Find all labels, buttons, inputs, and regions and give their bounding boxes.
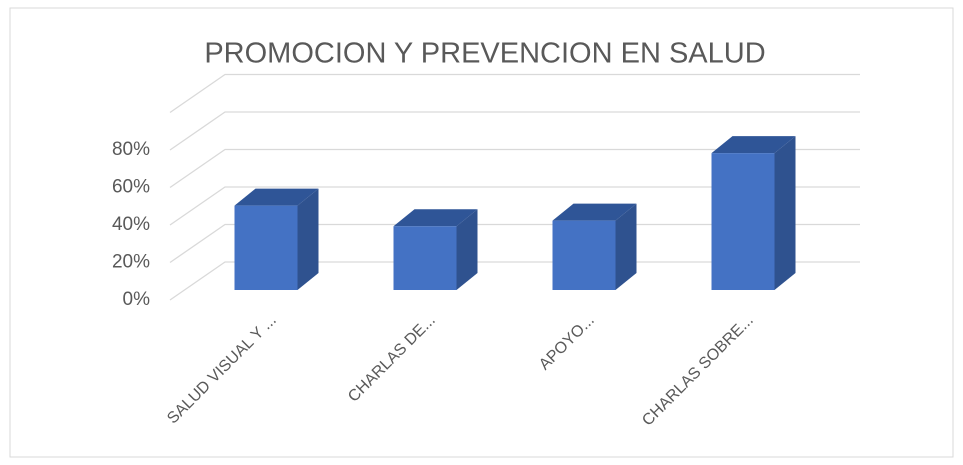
- y-tick-label: 60%: [112, 177, 150, 198]
- grid-line: [169, 186, 860, 226]
- y-tick-label: 20%: [112, 252, 150, 273]
- grid-line: [169, 73, 860, 114]
- grid-line: [169, 148, 860, 189]
- grid-line: [169, 111, 860, 151]
- y-tick-label: 40%: [112, 214, 150, 235]
- bar-top: [711, 136, 796, 154]
- bar: [552, 220, 616, 290]
- bar-top: [234, 188, 319, 206]
- y-tick-label: 80%: [112, 139, 150, 160]
- bar-side: [774, 136, 796, 290]
- bar: [234, 205, 298, 290]
- bar-side: [456, 209, 478, 290]
- grid-line: [169, 223, 860, 264]
- chart-title: PROMOCION Y PREVENCION EN SALUD: [204, 38, 765, 70]
- bar: [393, 226, 457, 290]
- y-tick-label: 0%: [123, 289, 151, 310]
- chart-border: [9, 7, 954, 458]
- bar-top: [552, 203, 637, 221]
- bar: [711, 153, 775, 290]
- bar-side: [615, 203, 637, 290]
- grid-line: [169, 261, 860, 301]
- bar-side: [297, 188, 319, 290]
- bar-top: [393, 209, 478, 227]
